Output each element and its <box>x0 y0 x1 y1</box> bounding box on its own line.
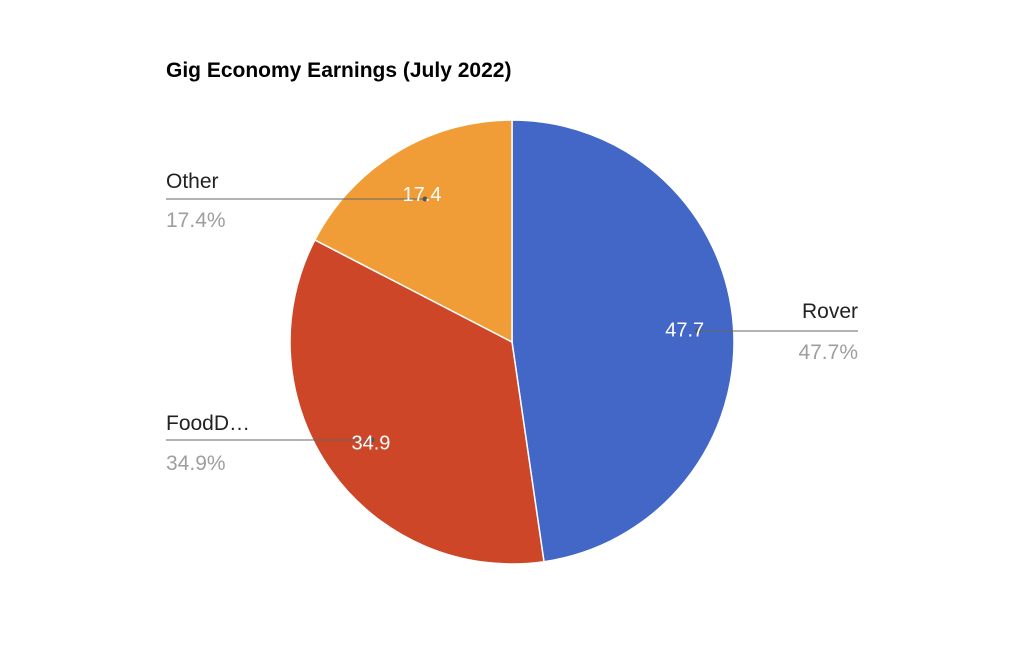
legend-percent-rover: 47.7% <box>798 341 858 364</box>
pie-slice-fooddash <box>289 238 545 565</box>
leader-dot-fooddash <box>369 437 375 443</box>
legend-name-rover: Rover <box>802 300 858 323</box>
legend-name-fooddash: FoodD… <box>166 412 250 435</box>
slice-value-labels: 47.7 34.9 17.4 <box>351 184 704 454</box>
pie-slice-other <box>313 119 513 344</box>
slice-value-label-fooddash: 34.9 <box>351 432 390 454</box>
leader-dot-other <box>422 196 428 202</box>
leader-dot-rover <box>695 328 701 334</box>
chart-title: Gig Economy Earnings (July 2022) <box>166 59 511 82</box>
slice-value-label-other: 17.4 <box>403 184 442 206</box>
legend-percent-other: 17.4% <box>166 209 226 232</box>
slice-value-label-rover: 47.7 <box>665 319 704 341</box>
leader-lines <box>166 196 858 443</box>
pie-slice-rover <box>511 119 735 563</box>
pie-slices <box>289 119 735 565</box>
legend-percent-fooddash: 34.9% <box>166 452 226 475</box>
legend-name-other: Other <box>166 170 219 193</box>
slice-legend-labels: Rover 47.7% FoodD… 34.9% Other 17.4% <box>166 170 858 475</box>
